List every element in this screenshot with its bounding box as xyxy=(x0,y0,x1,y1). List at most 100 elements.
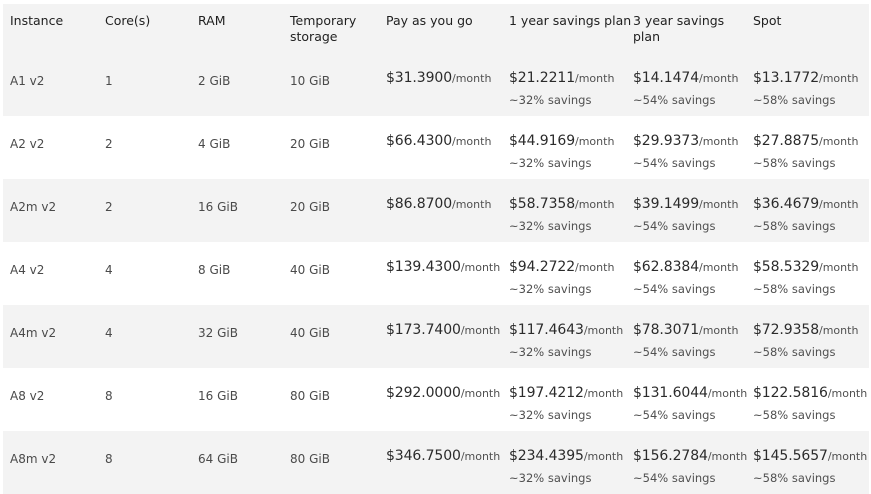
pay-as-you-go-price: $346.7500/month xyxy=(386,445,500,464)
price-amount: $131.6044 xyxy=(633,385,708,401)
instance-name: A4 v2 xyxy=(10,263,45,277)
price-period: /month xyxy=(699,135,739,148)
pay-as-you-go-price: $66.4300/month xyxy=(386,130,491,149)
price-amount: $94.2722 xyxy=(509,259,576,275)
table-row: A2m v2 2 16 GiB 20 GiB $86.8700/month $58.735… xyxy=(3,179,869,242)
table-row: A4 v2 4 8 GiB 40 GiB $139.4300/month $94.2722… xyxy=(3,242,869,305)
1-year-plan-price: $117.4643/month xyxy=(509,319,623,338)
1-year-plan-price: $44.9169/month xyxy=(509,130,614,149)
price-period: /month xyxy=(575,135,615,148)
table-header-row: Instance Core(s) RAM Temporary storage P… xyxy=(3,4,869,53)
table-row: A1 v2 1 2 GiB 10 GiB $31.3900/month $21.2211/… xyxy=(3,53,869,116)
3-year-plan-price: $156.2784/month xyxy=(633,445,747,464)
price-amount: $29.9373 xyxy=(633,133,700,149)
1-year-plan-savings: ~32% savings xyxy=(509,93,592,107)
header-pay-as-you-go: Pay as you go xyxy=(386,13,473,28)
3-year-plan-savings: ~54% savings xyxy=(633,282,716,296)
table-row: A4m v2 4 32 GiB 40 GiB $173.7400/month $117.4… xyxy=(3,305,869,368)
spot-price: $13.1772/month xyxy=(753,67,858,86)
price-period: /month xyxy=(460,261,501,274)
1-year-plan-price: $94.2722/month xyxy=(509,256,614,275)
core-count: 4 xyxy=(105,263,113,277)
price-period: /month xyxy=(827,387,868,400)
temporary-storage-value: 20 GiB xyxy=(290,137,330,151)
core-count: 8 xyxy=(105,452,113,466)
price-period: /month xyxy=(819,198,859,211)
price-period: /month xyxy=(699,198,739,211)
core-count: 2 xyxy=(105,200,113,214)
temporary-storage-value: 80 GiB xyxy=(290,452,330,466)
temporary-storage-value: 80 GiB xyxy=(290,389,330,403)
header-temporary-storage: Temporary storage xyxy=(290,13,357,44)
price-period: /month xyxy=(583,387,624,400)
3-year-plan-price: $29.9373/month xyxy=(633,130,743,149)
price-period: /month xyxy=(460,450,501,463)
pricing-table: Instance Core(s) RAM Temporary storage P… xyxy=(3,4,869,494)
header-cores: Core(s) xyxy=(105,13,151,28)
3-year-plan-price: $62.8384/month xyxy=(633,256,743,275)
spot-savings: ~58% savings xyxy=(753,408,836,422)
core-count: 1 xyxy=(105,74,113,88)
price-amount: $58.7358 xyxy=(509,196,576,212)
header-spot: Spot xyxy=(753,13,782,28)
1-year-plan-savings: ~32% savings xyxy=(509,408,592,422)
price-amount: $31.3900 xyxy=(386,70,453,86)
price-period: /month xyxy=(707,450,748,463)
instance-name: A2 v2 xyxy=(10,137,45,151)
1-year-plan-price: $21.2211/month xyxy=(509,67,614,86)
price-period: /month xyxy=(699,324,739,337)
price-amount: $78.3071 xyxy=(633,322,700,338)
price-amount: $21.2211 xyxy=(509,70,576,86)
price-period: /month xyxy=(452,72,492,85)
ram-value: 16 GiB xyxy=(198,389,238,403)
ram-value: 32 GiB xyxy=(198,326,238,340)
price-period: /month xyxy=(575,198,615,211)
table-row: A8 v2 8 16 GiB 80 GiB $292.0000/month $197.42… xyxy=(3,368,869,431)
spot-savings: ~58% savings xyxy=(753,93,836,107)
1-year-plan-savings: ~32% savings xyxy=(509,156,592,170)
price-period: /month xyxy=(460,324,501,337)
3-year-plan-savings: ~54% savings xyxy=(633,219,716,233)
spot-price: $36.4679/month xyxy=(753,193,858,212)
1-year-plan-price: $58.7358/month xyxy=(509,193,614,212)
spot-price: $145.5657/month xyxy=(753,445,867,464)
instance-name: A8m v2 xyxy=(10,452,57,466)
price-amount: $62.8384 xyxy=(633,259,700,275)
price-period: /month xyxy=(819,72,859,85)
price-amount: $197.4212 xyxy=(509,385,584,401)
table-body: A1 v2 1 2 GiB 10 GiB $31.3900/month $21.2211/… xyxy=(3,53,869,494)
ram-value: 4 GiB xyxy=(198,137,231,151)
price-amount: $173.7400 xyxy=(386,322,461,338)
price-period: /month xyxy=(452,135,492,148)
spot-savings: ~58% savings xyxy=(753,219,836,233)
table-row: A2 v2 2 4 GiB 20 GiB $66.4300/month $44.9169/… xyxy=(3,116,869,179)
price-amount: $39.1499 xyxy=(633,196,700,212)
price-period: /month xyxy=(583,324,624,337)
3-year-plan-price: $131.6044/month xyxy=(633,382,747,401)
price-period: /month xyxy=(460,387,501,400)
core-count: 8 xyxy=(105,389,113,403)
price-amount: $139.4300 xyxy=(386,259,461,275)
temporary-storage-value: 10 GiB xyxy=(290,74,330,88)
header-3-year-savings-plan: 3 year savings plan xyxy=(633,13,725,44)
spot-savings: ~58% savings xyxy=(753,345,836,359)
ram-value: 2 GiB xyxy=(198,74,231,88)
1-year-plan-price: $234.4395/month xyxy=(509,445,623,464)
spot-price: $27.8875/month xyxy=(753,130,858,149)
3-year-plan-savings: ~54% savings xyxy=(633,408,716,422)
header-ram: RAM xyxy=(198,13,226,28)
spot-savings: ~58% savings xyxy=(753,156,836,170)
price-period: /month xyxy=(583,450,624,463)
3-year-plan-price: $39.1499/month xyxy=(633,193,743,212)
1-year-plan-savings: ~32% savings xyxy=(509,219,592,233)
price-period: /month xyxy=(699,261,739,274)
price-period: /month xyxy=(827,450,868,463)
price-period: /month xyxy=(575,261,615,274)
price-period: /month xyxy=(575,72,615,85)
price-period: /month xyxy=(819,261,859,274)
pay-as-you-go-price: $31.3900/month xyxy=(386,67,491,86)
1-year-plan-savings: ~32% savings xyxy=(509,345,592,359)
price-amount: $156.2784 xyxy=(633,448,708,464)
3-year-plan-price: $78.3071/month xyxy=(633,319,743,338)
spot-price: $72.9358/month xyxy=(753,319,858,338)
